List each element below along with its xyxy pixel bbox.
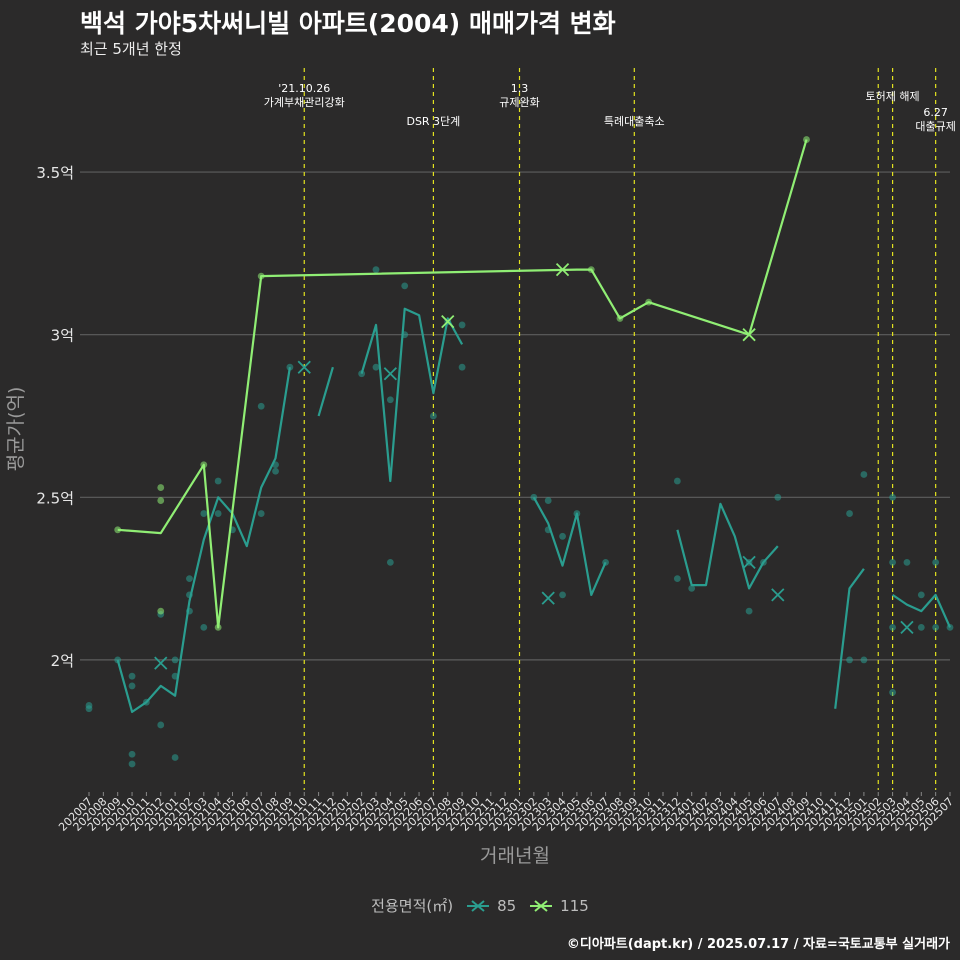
event-label: DSR 3단계 bbox=[406, 115, 460, 128]
series-line bbox=[891, 593, 952, 628]
data-point bbox=[171, 754, 179, 761]
y-tick-label: 3.5억 bbox=[36, 164, 74, 182]
legend-item-115: 115 bbox=[528, 897, 589, 915]
data-point bbox=[889, 689, 896, 696]
data-point bbox=[128, 672, 136, 680]
data-point bbox=[673, 477, 681, 485]
event-label: 규제완화 bbox=[499, 96, 539, 109]
chart-subtitle: 최근 5개년 한정 bbox=[80, 40, 182, 58]
series-115 bbox=[114, 136, 810, 631]
single-trade-mark bbox=[154, 656, 168, 670]
series-line bbox=[116, 367, 291, 713]
data-point bbox=[171, 656, 179, 664]
data-point bbox=[401, 282, 409, 290]
series-85 bbox=[85, 266, 954, 768]
data-point bbox=[257, 510, 265, 517]
data-point bbox=[889, 558, 896, 566]
single-trade-mark bbox=[541, 591, 555, 605]
event-label: 1.3 bbox=[511, 82, 529, 95]
legend-label-115: 115 bbox=[560, 896, 589, 915]
series-line bbox=[676, 502, 779, 590]
single-trade-mark bbox=[771, 588, 785, 602]
data-point bbox=[903, 558, 911, 566]
y-tick-label: 2.5억 bbox=[36, 489, 74, 507]
data-point bbox=[372, 266, 380, 274]
data-point bbox=[889, 623, 896, 631]
data-point bbox=[559, 532, 566, 540]
data-point bbox=[745, 607, 753, 615]
data-point bbox=[200, 510, 208, 517]
data-point bbox=[846, 656, 853, 664]
data-point bbox=[559, 591, 566, 599]
x-axis-title: 거래년월 bbox=[480, 845, 550, 867]
data-point bbox=[458, 321, 466, 329]
y-tick-label: 2억 bbox=[51, 652, 74, 670]
legend-label-85: 85 bbox=[497, 896, 517, 915]
data-point bbox=[128, 760, 136, 768]
legend-item-85: 85 bbox=[465, 897, 516, 915]
single-trade-mark bbox=[555, 263, 570, 277]
data-point bbox=[673, 575, 681, 583]
data-point bbox=[386, 396, 394, 404]
data-point bbox=[544, 497, 552, 504]
series-line bbox=[532, 496, 607, 596]
legend: 전용면적(㎡) 85 115 bbox=[0, 895, 960, 916]
single-trade-mark bbox=[383, 367, 397, 381]
data-point bbox=[214, 477, 222, 485]
data-point bbox=[846, 510, 853, 517]
data-point bbox=[860, 471, 868, 478]
data-point bbox=[889, 493, 896, 501]
single-trade-mark bbox=[900, 620, 914, 635]
data-point bbox=[430, 412, 437, 420]
data-point bbox=[157, 497, 165, 504]
data-point bbox=[128, 682, 136, 690]
single-trade-mark bbox=[297, 360, 311, 374]
data-point bbox=[186, 575, 193, 583]
data-point bbox=[157, 607, 165, 615]
single-trade-mark bbox=[441, 315, 455, 329]
event-label: 6.27 bbox=[923, 106, 948, 119]
data-point bbox=[917, 623, 925, 631]
data-point bbox=[214, 510, 222, 517]
legend-key-115 bbox=[530, 899, 553, 912]
series-line bbox=[834, 568, 865, 709]
series-line bbox=[360, 307, 464, 483]
data-point bbox=[372, 363, 380, 371]
legend-key-85 bbox=[467, 899, 490, 912]
data-point bbox=[128, 750, 136, 758]
data-point bbox=[932, 558, 940, 566]
data-point bbox=[85, 705, 93, 713]
event-label: '21.10.26 bbox=[278, 82, 330, 95]
series-line bbox=[317, 366, 334, 417]
data-point bbox=[157, 484, 165, 491]
y-axis-title: 평균가(억) bbox=[5, 387, 27, 472]
chart-title: 백석 가야5차써니빌 아파트(2004) 매매가격 변화 bbox=[80, 9, 616, 38]
data-point bbox=[386, 558, 394, 566]
y-tick-label: 3억 bbox=[51, 327, 74, 345]
single-trade-mark bbox=[742, 328, 756, 342]
legend-title: 전용면적(㎡) bbox=[371, 897, 454, 915]
event-label: 대출규제 bbox=[915, 120, 955, 133]
data-point bbox=[458, 363, 466, 371]
data-point bbox=[774, 493, 782, 501]
data-point bbox=[688, 584, 696, 592]
data-point bbox=[917, 591, 925, 599]
series-line bbox=[117, 139, 808, 629]
data-point bbox=[860, 656, 868, 664]
event-label: 가계부채관리강화 bbox=[264, 96, 345, 109]
data-point bbox=[257, 402, 265, 410]
data-point bbox=[157, 721, 165, 729]
source-caption: ©디아파트(dapt.kr) / 2025.07.17 / 자료=국토교통부 실… bbox=[566, 937, 950, 952]
data-point bbox=[932, 623, 940, 631]
event-label: 특례대출축소 bbox=[604, 115, 665, 128]
event-label: 토허제 해제 bbox=[866, 89, 920, 103]
data-point bbox=[200, 623, 208, 631]
data-point bbox=[272, 467, 279, 475]
single-trade-mark bbox=[742, 555, 756, 569]
